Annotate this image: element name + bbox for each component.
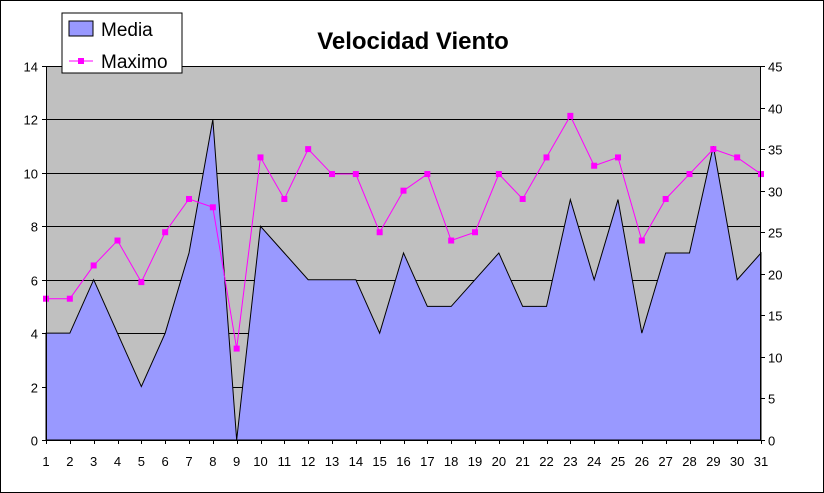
- maximo-point: [400, 187, 407, 194]
- x-tick-label: 20: [492, 454, 506, 469]
- maximo-point: [233, 345, 240, 352]
- maximo-point: [519, 195, 526, 202]
- maximo-point: [662, 195, 669, 202]
- maximo-point: [209, 204, 216, 211]
- maximo-point: [591, 162, 598, 169]
- maximo-point: [495, 171, 502, 178]
- x-tick-label: 14: [349, 454, 363, 469]
- maximo-point: [281, 195, 288, 202]
- media-area: [45, 119, 762, 441]
- x-tick-label: 26: [635, 454, 649, 469]
- x-tick-label: 23: [563, 454, 577, 469]
- maximo-point: [472, 229, 478, 236]
- maximo-point: [257, 154, 264, 161]
- x-tick-label: 22: [539, 454, 553, 469]
- legend-marker-maximo: [78, 58, 84, 64]
- maximo-point: [138, 279, 145, 286]
- x-tick-label: 2: [66, 454, 73, 469]
- x-tick-label: 17: [420, 454, 434, 469]
- x-tick-label: 1: [42, 454, 49, 469]
- left-y-tick-label: 2: [31, 381, 38, 396]
- maximo-point: [376, 229, 383, 236]
- maximo-point: [638, 237, 645, 244]
- chart-title: Velocidad Viento: [317, 28, 509, 55]
- right-y-tick-label: 15: [768, 309, 782, 324]
- maximo-point: [90, 262, 97, 269]
- left-y-tick-label: 6: [31, 274, 38, 289]
- x-tick-label: 28: [682, 454, 696, 469]
- right-y-tick-label: 45: [768, 60, 782, 75]
- right-y-tick-label: 0: [768, 434, 775, 449]
- legend: Media Maximo: [61, 12, 183, 74]
- right-y-tick-label: 5: [768, 392, 775, 407]
- x-tick-label: 19: [468, 454, 482, 469]
- maximo-point: [329, 171, 335, 178]
- maximo-point: [686, 171, 693, 178]
- legend-label-maximo: Maximo: [101, 52, 168, 73]
- x-tick-label: 6: [162, 454, 169, 469]
- maximo-point: [352, 171, 359, 178]
- x-tick-label: 21: [515, 454, 529, 469]
- right-y-tick-label: 30: [768, 185, 782, 200]
- x-tick-label: 18: [444, 454, 458, 469]
- right-y-tick-label: 40: [768, 102, 782, 117]
- maximo-point: [543, 154, 550, 161]
- x-tick-label: 8: [209, 454, 216, 469]
- x-tick-label: 29: [706, 454, 720, 469]
- maximo-point: [567, 112, 574, 119]
- maximo-point: [114, 237, 121, 244]
- x-tick-label: 12: [301, 454, 315, 469]
- media-area-layer: [45, 119, 762, 441]
- axes: [42, 66, 765, 444]
- maximo-line-layer: [43, 112, 764, 352]
- maximo-point: [448, 237, 455, 244]
- legend-label-media: Media: [101, 20, 153, 41]
- left-y-tick-label: 14: [24, 60, 38, 75]
- maximo-point: [710, 146, 717, 153]
- left-y-tick-label: 0: [31, 434, 38, 449]
- x-tick-label: 10: [253, 454, 267, 469]
- maximo-point: [305, 146, 312, 153]
- right-y-tick-label: 35: [768, 143, 782, 158]
- left-y-tick-label: 12: [24, 113, 38, 128]
- maximo-point: [162, 229, 169, 236]
- left-y-tick-label: 4: [31, 327, 38, 342]
- right-y-tick-label: 20: [768, 268, 782, 283]
- maximo-point: [424, 171, 431, 178]
- maximo-point: [734, 154, 741, 161]
- x-tick-label: 16: [396, 454, 410, 469]
- maximo-point: [186, 195, 192, 202]
- x-tick-label: 11: [278, 454, 292, 469]
- x-tick-label: 24: [587, 454, 601, 469]
- x-tick-label: 5: [138, 454, 145, 469]
- x-tick-label: 31: [754, 454, 768, 469]
- x-tick-label: 7: [185, 454, 192, 469]
- x-tick-label: 3: [90, 454, 97, 469]
- x-tick-label: 13: [325, 454, 339, 469]
- maximo-point: [66, 295, 73, 302]
- x-tick-label: 4: [114, 454, 121, 469]
- x-tick-label: 27: [658, 454, 672, 469]
- x-tick-label: 30: [730, 454, 744, 469]
- x-tick-label: 25: [611, 454, 625, 469]
- x-tick-label: 15: [372, 454, 386, 469]
- right-y-tick-label: 10: [768, 351, 782, 366]
- right-y-tick-label: 25: [768, 226, 782, 241]
- maximo-point: [615, 154, 621, 161]
- x-tick-label: 9: [233, 454, 240, 469]
- legend-swatch-media: [68, 20, 94, 37]
- left-y-tick-label: 8: [31, 220, 38, 235]
- left-y-tick-label: 10: [24, 167, 38, 182]
